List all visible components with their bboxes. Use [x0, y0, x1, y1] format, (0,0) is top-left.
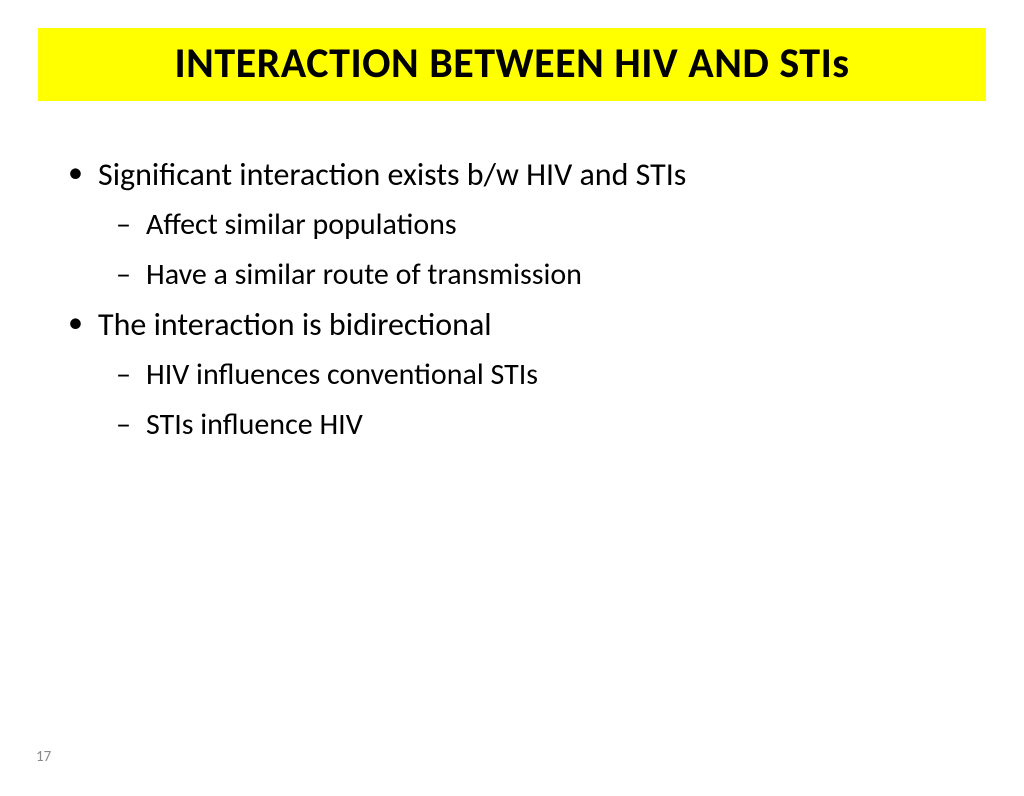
sub-bullet-list: HIV influences conventional STIs STIs in…	[116, 350, 964, 449]
slide-content: Significant interaction exists b/w HIV a…	[60, 149, 964, 449]
sub-bullet-item: STIs influence HIV	[116, 400, 964, 450]
sub-bullet-text: STIs influence HIV	[146, 406, 363, 443]
sub-bullet-text: Have a similar route of transmission	[146, 256, 582, 293]
page-number: 17	[36, 748, 51, 766]
sub-bullet-text: Affect similar populations	[146, 206, 457, 243]
bullet-list: Significant interaction exists b/w HIV a…	[60, 149, 964, 449]
slide-title: INTERACTION BETWEEN HIV AND STIs	[38, 38, 986, 89]
bullet-text: The interaction is bidirectional	[98, 305, 492, 344]
title-bar: INTERACTION BETWEEN HIV AND STIs	[38, 28, 986, 101]
sub-bullet-text: HIV influences conventional STIs	[146, 356, 538, 393]
sub-bullet-item: HIV influences conventional STIs	[116, 350, 964, 400]
sub-bullet-item: Affect similar populations	[116, 200, 964, 250]
bullet-text: Significant interaction exists b/w HIV a…	[98, 155, 686, 194]
sub-bullet-item: Have a similar route of transmission	[116, 250, 964, 300]
bullet-item: Significant interaction exists b/w HIV a…	[60, 149, 964, 299]
bullet-item: The interaction is bidirectional HIV inf…	[60, 299, 964, 449]
sub-bullet-list: Affect similar populations Have a simila…	[116, 200, 964, 299]
